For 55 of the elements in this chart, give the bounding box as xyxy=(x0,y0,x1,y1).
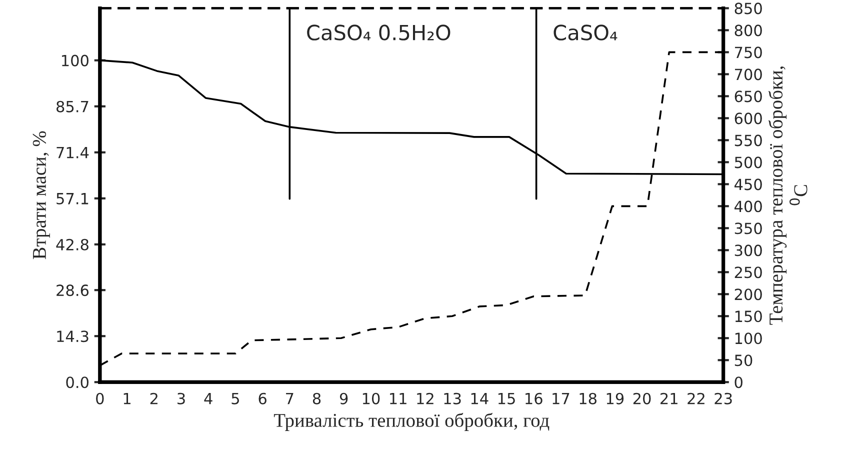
y2-tick-label: 600 xyxy=(734,112,762,124)
y-tick-label: 57.1 xyxy=(56,193,88,204)
x-axis-title: Тривалість теплової обробки, год xyxy=(274,412,550,431)
x-tick-label: 2 xyxy=(150,392,158,404)
x-tick-label: 16 xyxy=(526,392,542,404)
ref-line-label: CaSO₄ 0.5H₂O xyxy=(307,24,450,40)
y2-tick-label: 350 xyxy=(734,222,762,234)
x-tick-label: 21 xyxy=(660,392,678,404)
y-axis-title: Втрати маси, % xyxy=(32,131,50,260)
y2-tick-label: 450 xyxy=(734,178,762,190)
x-tick-label: 3 xyxy=(178,392,185,404)
y-tick-label: 71.4 xyxy=(56,147,89,158)
x-tick-label: 10 xyxy=(362,392,380,404)
x-tick-label: 4 xyxy=(204,393,212,404)
y-tick-label: 85.7 xyxy=(56,100,88,112)
y-tick-label: 28.6 xyxy=(56,284,89,296)
x-tick-label: 19 xyxy=(606,392,624,404)
y-tick-label: 42.8 xyxy=(56,238,88,250)
y2-tick-label: 400 xyxy=(734,200,762,212)
y-tick-label: 0.0 xyxy=(66,376,88,388)
x-tick-label: 20 xyxy=(633,392,651,404)
y2-tick-label: 50 xyxy=(734,354,752,366)
y-tick-label: 100 xyxy=(62,54,88,66)
y-tick-label: 14.3 xyxy=(57,330,88,342)
x-tick-label: 13 xyxy=(444,392,461,404)
y2-tick-label: 800 xyxy=(734,24,762,36)
y2-tick-label: 200 xyxy=(734,288,762,300)
x-tick-label: 12 xyxy=(417,392,434,404)
x-tick-label: 17 xyxy=(552,393,570,404)
y2-tick-label: 0 xyxy=(734,376,742,388)
x-tick-label: 5 xyxy=(232,393,239,404)
x-tick-label: 14 xyxy=(471,393,488,404)
y2-tick-label: 250 xyxy=(734,266,762,278)
y2-axis-title: Температура теплової обробки, $^{0}$C xyxy=(768,66,808,325)
x-tick-label: 0 xyxy=(96,392,104,404)
x-tick-label: 8 xyxy=(312,392,321,404)
x-tick-label: 23 xyxy=(714,392,732,404)
x-tick-label: 1 xyxy=(124,393,130,404)
x-tick-label: 6 xyxy=(258,392,266,404)
y2-tick-label: 500 xyxy=(734,156,762,168)
x-tick-label: 18 xyxy=(580,392,596,404)
x-tick-label: 9 xyxy=(340,392,348,404)
y2-tick-label: 750 xyxy=(735,46,762,58)
y2-tick-label: 300 xyxy=(734,244,762,256)
y2-tick-label: 100 xyxy=(735,332,762,344)
ref-line-label: CaSO₄ xyxy=(554,24,618,40)
y2-tick-label: 150 xyxy=(735,310,762,322)
y2-tick-label: 550 xyxy=(734,134,762,146)
y2-tick-label: 700 xyxy=(735,68,762,80)
x-tick-label: 22 xyxy=(688,392,704,404)
x-tick-label: 11 xyxy=(390,393,406,404)
y2-tick-label: 650 xyxy=(734,90,762,102)
x-tick-label: 15 xyxy=(498,393,515,404)
y2-tick-label: 850 xyxy=(734,2,762,14)
x-tick-label: 7 xyxy=(286,393,294,404)
